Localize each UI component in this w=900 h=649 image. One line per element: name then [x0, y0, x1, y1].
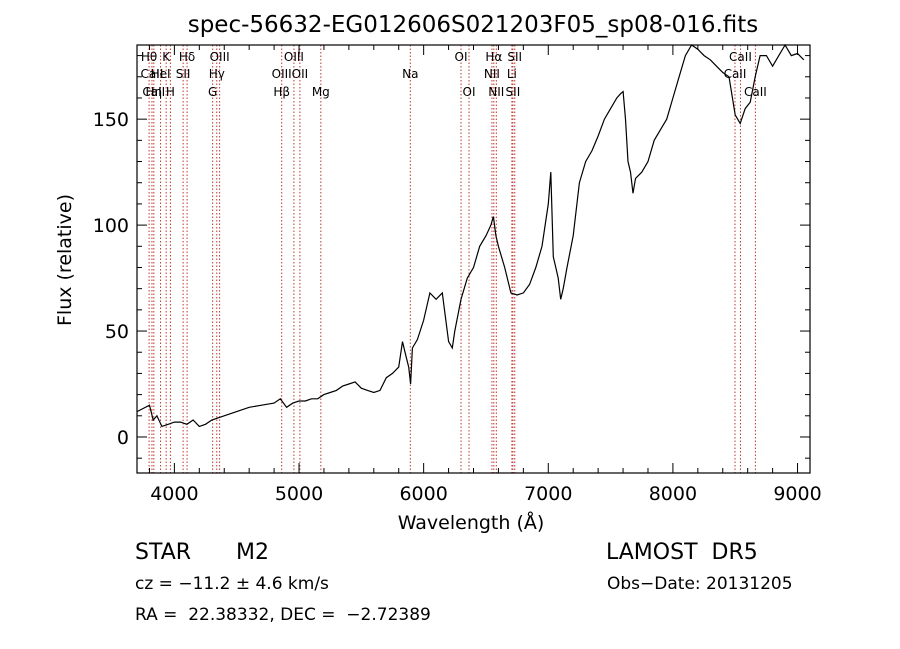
marker-label: OIII — [284, 50, 304, 64]
marker-label: OI — [455, 50, 468, 64]
marker-label: Hβ — [273, 85, 290, 99]
y-axis: 0 50 100 150 — [93, 55, 810, 459]
marker-label: CaII — [744, 85, 767, 99]
y-tick-label: 0 — [117, 427, 129, 449]
marker-label: SII — [176, 67, 191, 81]
marker-label: HeI — [151, 67, 171, 81]
marker-label: CaII — [141, 67, 164, 81]
marker-label: OII — [292, 67, 309, 81]
marker-label: Na — [402, 67, 418, 81]
marker-label: Hα — [485, 50, 502, 64]
marker-label: Hγ — [209, 67, 225, 81]
object-subclass: M2 — [236, 540, 269, 565]
marker-label: CaII — [724, 67, 747, 81]
marker-label: Li — [507, 67, 517, 81]
marker-label: OI — [463, 85, 476, 99]
marker-label: CaII — [729, 50, 752, 64]
redshift-readout: cz = −11.2 ± 4.6 km/s — [135, 574, 329, 594]
object-class: STAR — [135, 540, 192, 565]
x-tick-label: 8000 — [649, 483, 697, 505]
marker-label: H — [166, 85, 175, 99]
plot-frame — [136, 44, 811, 474]
marker-label: Hη — [146, 85, 163, 99]
marker-label: K — [162, 50, 171, 64]
y-tick-label: 100 — [93, 215, 129, 237]
emission-line-markers — [148, 45, 756, 473]
marker-label: Mg — [312, 85, 330, 99]
marker-label: NII — [488, 85, 504, 99]
x-tick-label: 4000 — [150, 483, 198, 505]
marker-label: NII — [484, 67, 500, 81]
survey-label: LAMOST DR5 — [606, 540, 758, 565]
x-tick-label: 7000 — [524, 483, 572, 505]
x-tick-label: 9000 — [773, 483, 821, 505]
marker-label: Hδ — [179, 50, 195, 64]
marker-label: G — [208, 85, 217, 99]
y-tick-label: 150 — [93, 109, 129, 131]
marker-label: OIII — [272, 67, 292, 81]
y-axis-label: Flux (relative) — [54, 194, 76, 326]
x-axis-label: Wavelength (Å) — [398, 511, 545, 534]
spectrum-line — [136, 43, 805, 428]
marker-label: CaII — [142, 85, 165, 99]
marker-label: OIII — [210, 50, 230, 64]
marker-label: Hθ — [141, 50, 157, 64]
obs-date: Obs−Date: 20131205 — [607, 574, 793, 594]
x-tick-label: 6000 — [399, 483, 447, 505]
coordinates: RA = 22.38332, DEC = −2.72389 — [135, 605, 431, 625]
x-tick-label: 5000 — [275, 483, 323, 505]
marker-label: SII — [506, 85, 521, 99]
marker-label: SII — [507, 50, 522, 64]
y-tick-label: 50 — [105, 321, 129, 343]
chart-title: spec-56632-EG012606S021203F05_sp08-016.f… — [188, 12, 759, 38]
x-axis: 4000 5000 6000 7000 8000 9000 — [148, 45, 822, 505]
